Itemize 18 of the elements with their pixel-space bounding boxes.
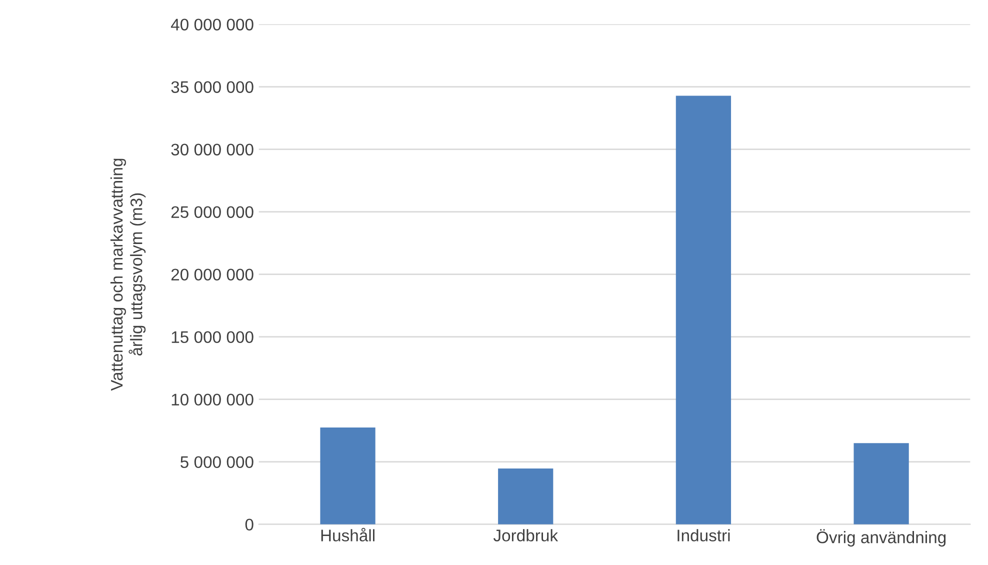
bar <box>676 96 732 524</box>
y-tick-label: 5 000 000 <box>180 456 254 468</box>
y-tick-label: 40 000 000 <box>170 18 254 30</box>
x-tick-label: Industri <box>678 529 730 542</box>
x-tick-label: Övrig användning <box>816 529 946 547</box>
x-tick-label: Hushåll <box>321 528 374 542</box>
y-tick-label: 25 000 000 <box>171 206 254 218</box>
y-axis-title: Vattenuttag och markavvattning årlig uttagsvolym (m3) <box>110 158 146 391</box>
y-tick-label: 20 000 000 <box>171 268 254 281</box>
bar <box>320 427 376 524</box>
y-tick-label: 35 000 000 <box>171 81 254 93</box>
bar <box>498 468 554 524</box>
y-tick-label: 10 000 000 <box>172 394 254 406</box>
bar <box>854 443 909 524</box>
y-tick-label: 0 <box>245 518 254 531</box>
y-tick-label: 15 000 000 <box>172 331 254 344</box>
x-tick-label: Jordbruk <box>493 529 558 542</box>
y-tick-label: 30 000 000 <box>171 144 254 156</box>
